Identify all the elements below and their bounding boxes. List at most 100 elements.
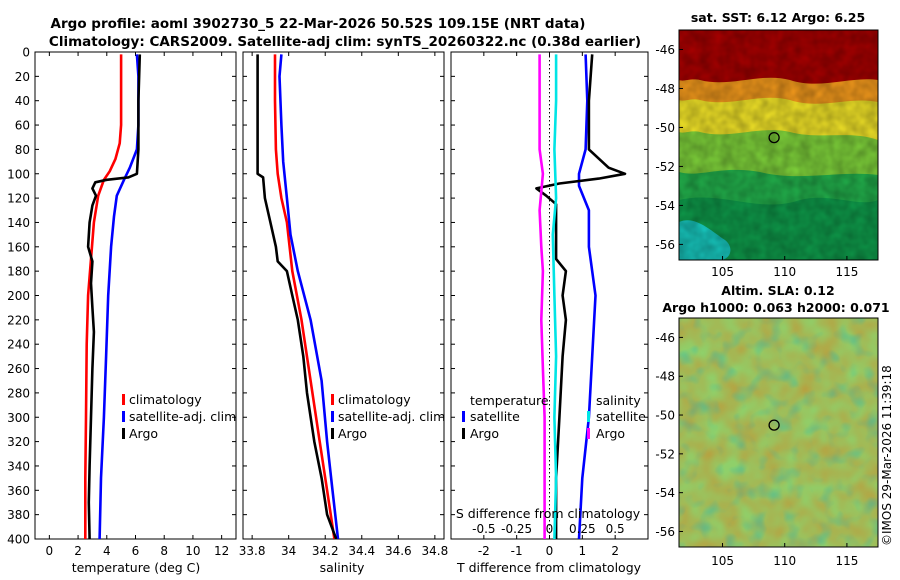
- legend-label-t-argo: Argo: [470, 426, 499, 441]
- sst-map-panel: sat. SST: 6.12 Argo: 6.25 105 110 115 -46 -4…: [655, 10, 879, 279]
- difference-ticks: -2 -1 0 1 2: [478, 544, 619, 558]
- x-tick-label: 34: [281, 544, 296, 558]
- map-x-tick-label: 115: [835, 265, 858, 279]
- sla-map-title: Altim. SLA: 0.12: [721, 283, 834, 298]
- y-tick-label: 160: [7, 240, 30, 254]
- legend-swatch-climatology: [331, 394, 334, 405]
- sla-heatmap: [679, 318, 878, 547]
- series-line-t-satellite: [577, 54, 597, 539]
- temperature-legend: climatology satellite-adj. clim Argo: [122, 392, 236, 441]
- map-y-tick-label: -46: [655, 43, 675, 57]
- depth-axis: 0 20 40 60 80 100 120 140 160 180 200 220 240 260 280 3…: [7, 46, 30, 547]
- difference-xlabel: T difference from climatology: [456, 560, 642, 575]
- x-tick-label: 10: [185, 544, 200, 558]
- legend-swatch-satellite: [122, 411, 125, 422]
- salinity-panel: 33.8 34 34.2 34.4 34.6 34.8 salinity climatol…: [239, 51, 448, 575]
- legend-label-climatology: climatology: [129, 392, 202, 407]
- sla-map-ticks: 105 110 115 -46 -48 -50 -52 -54 -56: [655, 331, 858, 568]
- map-y-tick-label: -52: [655, 160, 675, 174]
- salinity-xlabel: salinity: [320, 560, 365, 575]
- map-x-tick-label: 115: [835, 554, 858, 568]
- y-tick-label: 320: [7, 435, 30, 449]
- y-tick-label: 360: [7, 484, 30, 498]
- legend-label-t-satellite: satellite: [470, 409, 520, 424]
- legend-swatch-t-satellite: [462, 411, 465, 422]
- copyright-stamp: ©IMOS 29-Mar-2026 11:39:18: [880, 365, 894, 546]
- temperature-panel: 0 2 4 6 8 10 12 temperature (deg C) climatolog…: [34, 51, 237, 575]
- y-tick-label: 80: [15, 143, 30, 157]
- sst-heatmap: [679, 30, 878, 260]
- map-y-tick-label: -54: [655, 486, 675, 500]
- y-tick-label: 100: [7, 167, 30, 181]
- map-y-tick-label: -46: [655, 331, 675, 345]
- legend-swatch-s-argo: [587, 428, 590, 439]
- legend-swatch-s-satellite: [587, 411, 590, 422]
- sla-map-frame: [678, 317, 879, 548]
- x-tick-label: 33.8: [239, 544, 266, 558]
- series-line-satellite-adj-clim: [278, 54, 340, 539]
- legend-swatch-satellite: [331, 411, 334, 422]
- legend-swatch-climatology: [122, 394, 125, 405]
- series-line-argo: [256, 54, 338, 539]
- map-x-tick-label: 110: [773, 265, 796, 279]
- difference-series: [535, 54, 627, 539]
- s-diff-tick-label: 0.25: [569, 522, 596, 536]
- s-difference-tick-labels: -0.5 -0.25 0 0.25 0.5: [472, 522, 625, 536]
- x-tick-label: 34.8: [422, 544, 449, 558]
- x-tick-label: 2: [611, 544, 619, 558]
- sla-cool-texture: [679, 318, 878, 547]
- legend-label-satellite: satellite-adj. clim: [338, 409, 445, 424]
- y-tick-label: 200: [7, 289, 30, 303]
- salinity-legend: climatology satellite-adj. clim Argo: [331, 392, 445, 441]
- y-tick-label: 380: [7, 508, 30, 522]
- difference-grid: [451, 51, 648, 540]
- y-tick-label: 340: [7, 459, 30, 473]
- y-tick-label: 280: [7, 386, 30, 400]
- sst-argo-marker: [768, 131, 780, 144]
- legend-label-s-satellite: satellite: [596, 409, 646, 424]
- x-tick-label: 6: [132, 544, 140, 558]
- y-tick-label: 220: [7, 313, 30, 327]
- map-y-tick-label: -54: [655, 199, 675, 213]
- y-tick-label: 20: [15, 70, 30, 84]
- sla-map-subtitle: Argo h1000: 0.063 h2000: 0.071: [662, 300, 889, 315]
- sla-map-panel: Altim. SLA: 0.12 Argo h1000: 0.063 h2000…: [655, 283, 889, 568]
- x-tick-label: 4: [103, 544, 111, 558]
- s-diff-tick-label: 0: [546, 522, 554, 536]
- salinity-series: [256, 54, 340, 539]
- series-line-climatology: [273, 54, 336, 539]
- temperature-series: [84, 54, 142, 539]
- temperature-grid: [35, 51, 236, 540]
- map-y-tick-label: -56: [655, 238, 675, 252]
- legend-label-argo: Argo: [338, 426, 367, 441]
- x-tick-label: 34.4: [348, 544, 375, 558]
- map-x-tick-label: 105: [711, 265, 734, 279]
- x-tick-label: -2: [478, 544, 490, 558]
- series-line-s-satellite: [551, 54, 558, 539]
- y-tick-label: 40: [15, 94, 30, 108]
- sst-map-ticks: 105 110 115 -46 -48 -50 -52 -54 -56: [655, 43, 858, 279]
- x-tick-label: 12: [214, 544, 229, 558]
- figure-title-line1: Argo profile: aoml 3902730_5 22-Mar-2026…: [51, 16, 586, 32]
- sst-map-frame: [678, 29, 879, 261]
- map-y-tick-label: -52: [655, 447, 675, 461]
- y-tick-label: 140: [7, 216, 30, 230]
- series-line-climatology: [84, 54, 123, 539]
- map-x-tick-label: 105: [711, 554, 734, 568]
- legend-title-salinity: salinity: [596, 393, 641, 408]
- temperature-axes-box: [34, 51, 237, 540]
- x-tick-label: 1: [579, 544, 587, 558]
- salinity-ticks: 33.8 34 34.2 34.4 34.6 34.8: [239, 544, 448, 558]
- y-tick-label: 0: [22, 46, 30, 60]
- series-line-argo: [86, 54, 142, 539]
- map-y-tick-label: -48: [655, 370, 675, 384]
- legend-swatch-t-argo: [462, 428, 465, 439]
- temperature-diff-legend: temperature satellite Argo: [462, 393, 549, 441]
- sla-argo-marker: [768, 419, 780, 431]
- legend-label-satellite: satellite-adj. clim: [129, 409, 236, 424]
- map-y-tick-label: -50: [655, 121, 675, 135]
- x-tick-label: 2: [74, 544, 82, 558]
- y-tick-label: 180: [7, 265, 30, 279]
- difference-panel: -2 -1 0 1 2 S difference from climatology -0…: [450, 51, 649, 575]
- y-tick-label: 260: [7, 362, 30, 376]
